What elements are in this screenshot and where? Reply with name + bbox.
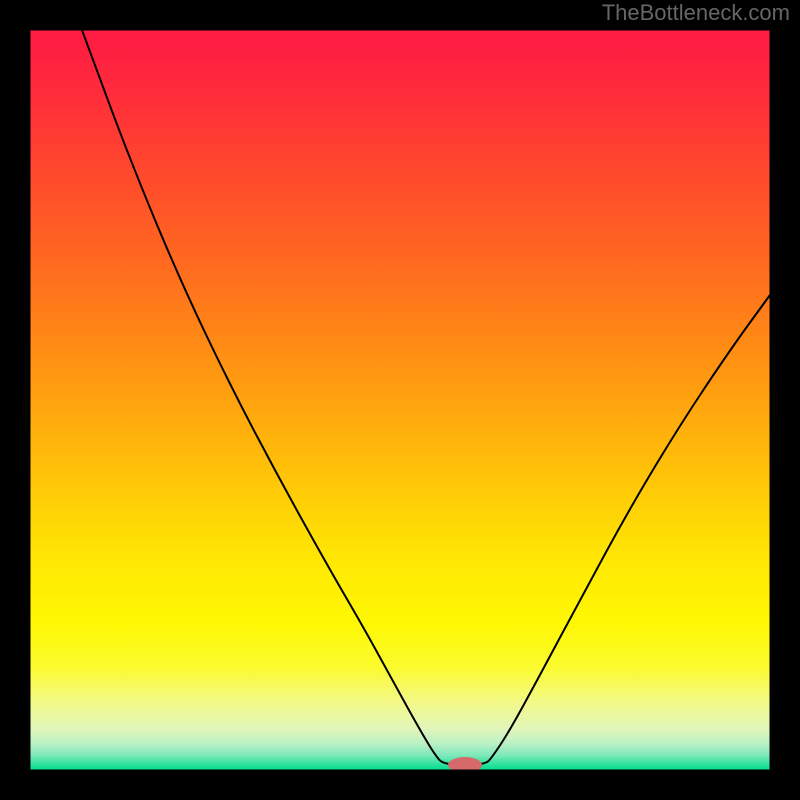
frame-border-left [0, 0, 30, 800]
frame-border-right [770, 0, 800, 800]
outer-frame: TheBottleneck.com [0, 0, 800, 800]
watermark-text: TheBottleneck.com [602, 0, 790, 26]
chart-svg [30, 30, 770, 770]
frame-border-bottom [0, 770, 800, 800]
plot-area [30, 30, 770, 770]
gradient-rect [30, 30, 770, 770]
